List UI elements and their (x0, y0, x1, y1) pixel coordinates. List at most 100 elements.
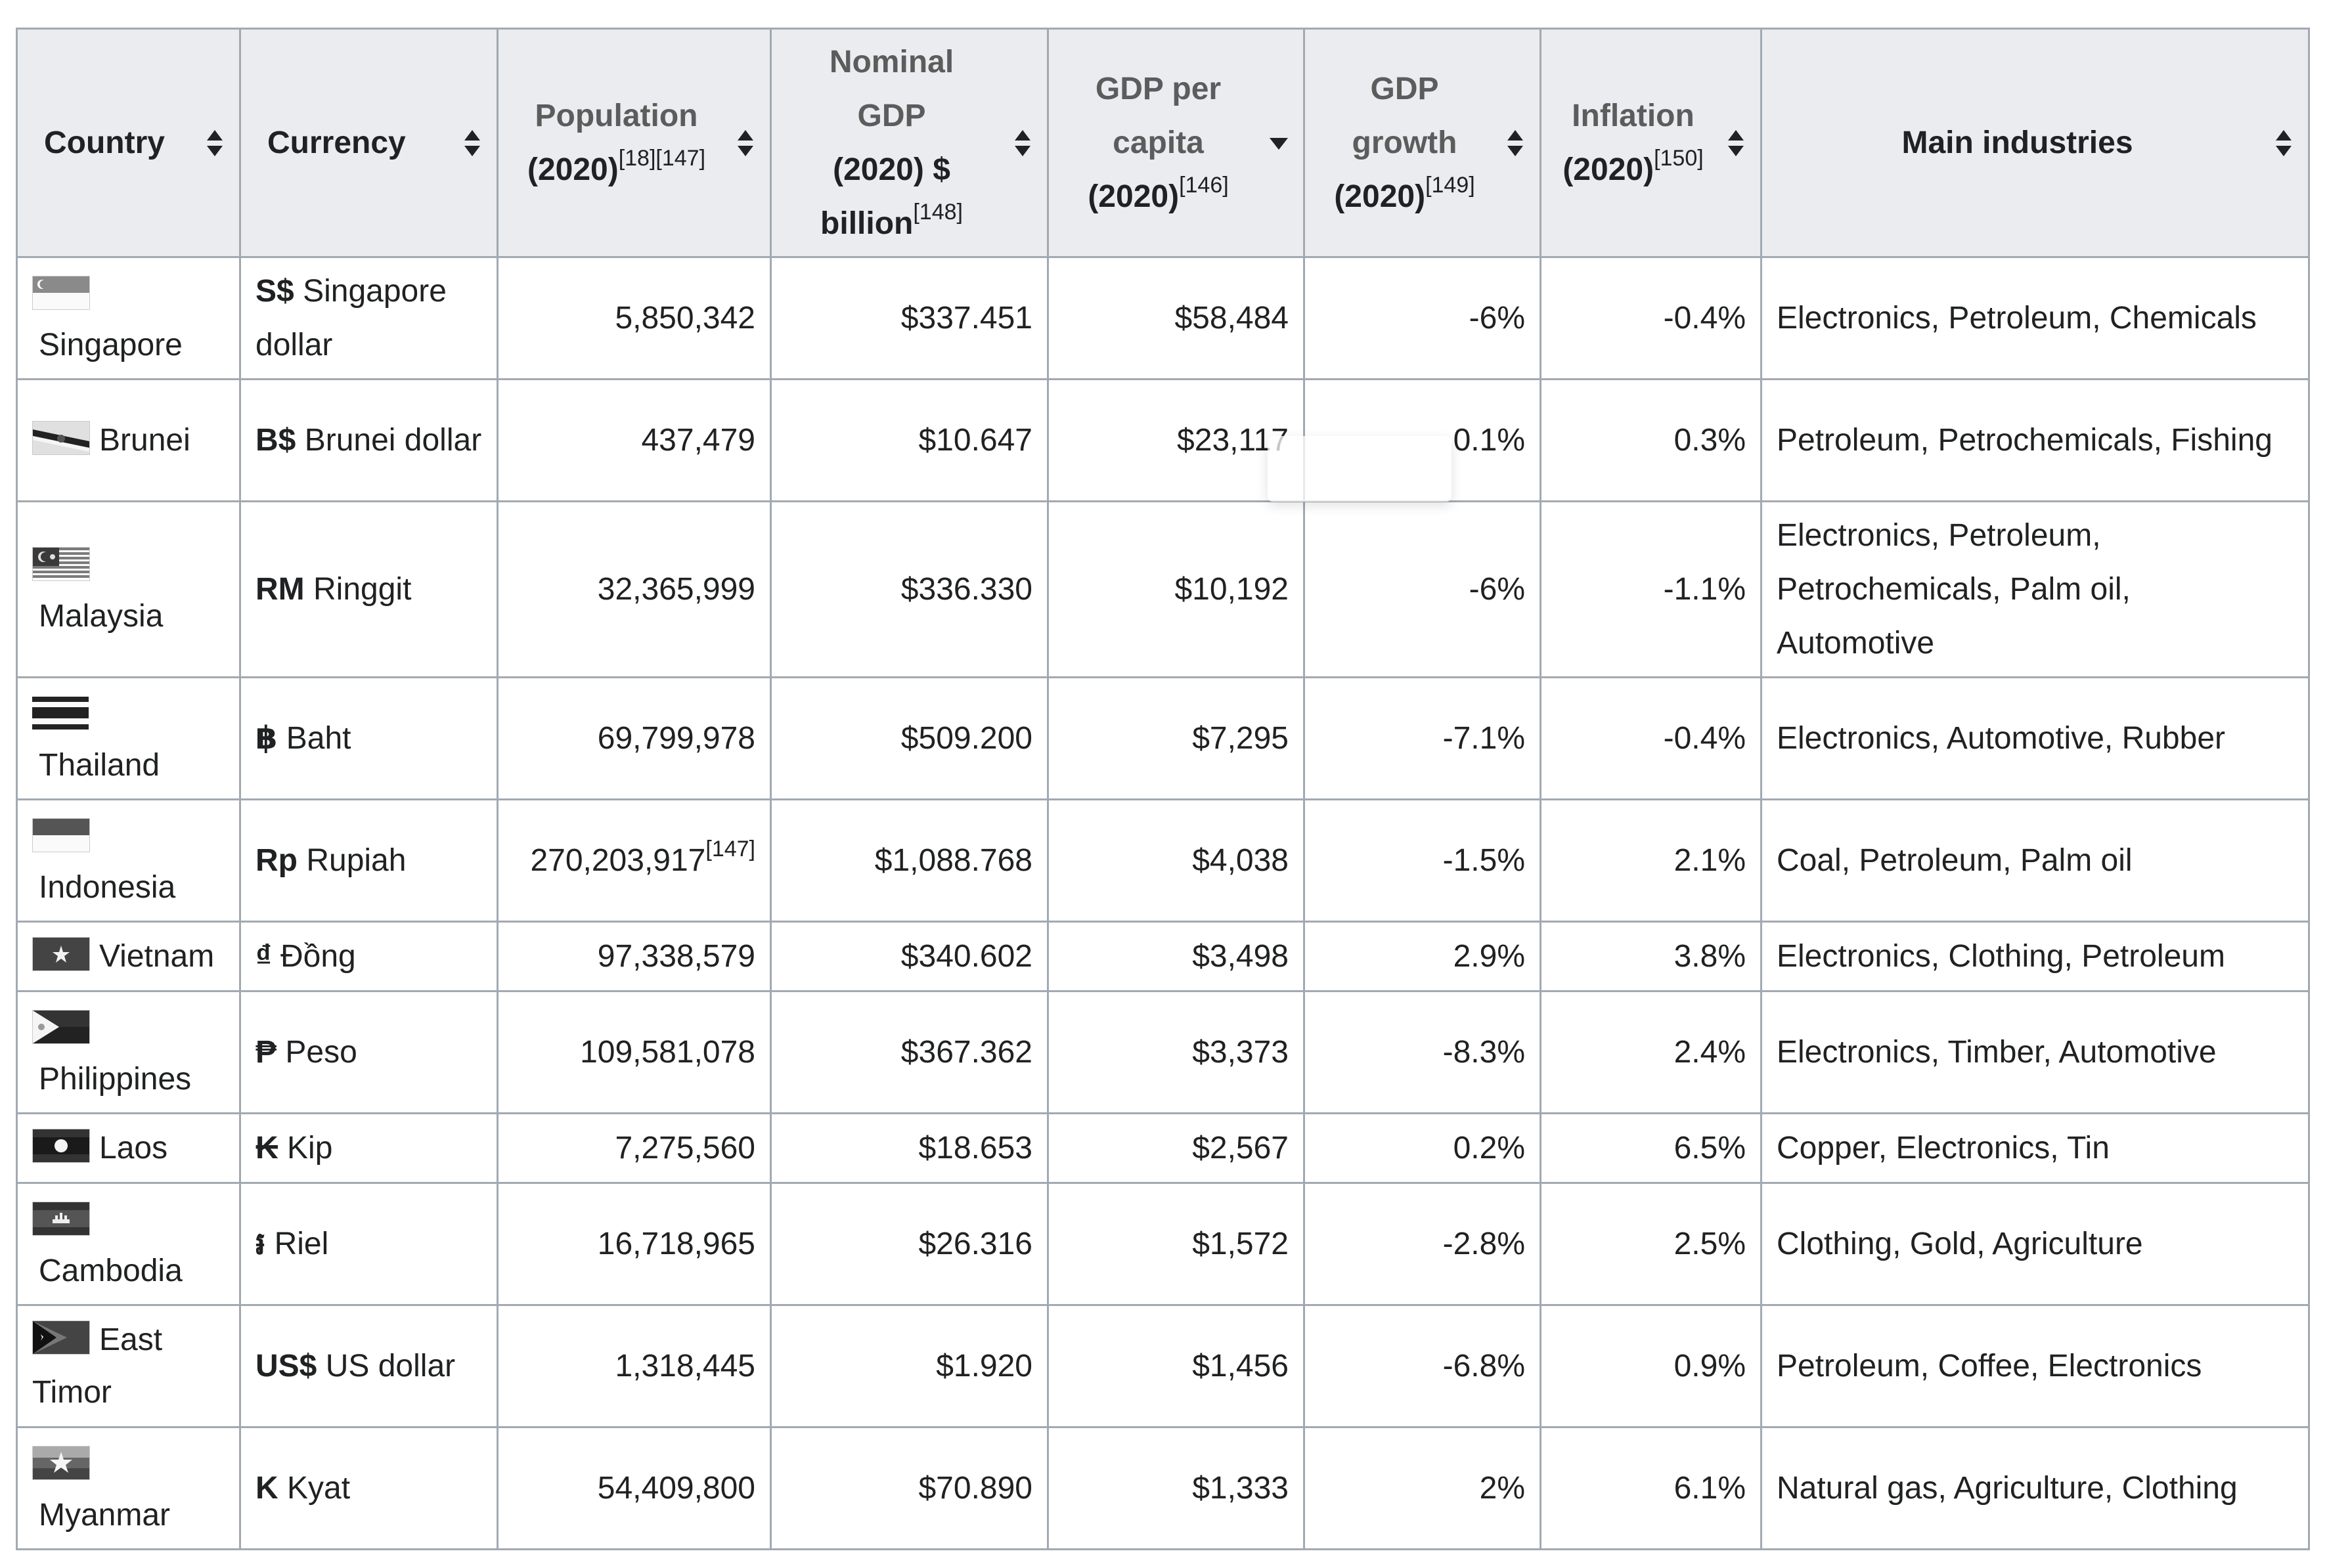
country-cell: Indonesia (16, 798, 241, 923)
country-cell: Laos (16, 1112, 241, 1184)
sort-both-icon[interactable] (462, 129, 482, 158)
inflation-cell: 2.5% (1540, 1182, 1762, 1306)
nominal-gdp-cell: $10.647 (770, 378, 1049, 502)
header-population[interactable]: Population (2020)[18][147] (497, 28, 772, 258)
country-link[interactable]: Singapore (39, 327, 183, 362)
country-link[interactable]: Thailand (39, 747, 160, 783)
population-value: 270,203,917 (530, 842, 706, 878)
country-cell: Cambodia (16, 1182, 241, 1306)
header-gdp-per-capita[interactable]: GDP per capita (2020)[146] (1047, 28, 1305, 258)
header-main-industries[interactable]: Main industries (1760, 28, 2310, 258)
header-country[interactable]: Country (16, 28, 241, 258)
gdp-per-capita-cell: $4,038 (1047, 798, 1305, 923)
header-nominal-gdp[interactable]: Nominal GDP (2020) $ billion[148] (770, 28, 1049, 258)
gdp-growth-cell: 0.2% (1303, 1112, 1541, 1184)
reference-link[interactable]: [149] (1425, 172, 1475, 198)
main-industries-cell: Clothing, Gold, Agriculture (1760, 1182, 2310, 1306)
nominal-gdp-cell: $367.362 (770, 990, 1049, 1114)
laos-flag-icon (32, 1128, 90, 1163)
currency-link[interactable]: Kip (287, 1130, 333, 1165)
currency-link[interactable]: Singapore dollar (255, 273, 447, 362)
reference-link[interactable]: [147] (705, 836, 755, 861)
gdp-per-capita-cell: $58,484 (1047, 256, 1305, 380)
header-currency[interactable]: Currency (239, 28, 499, 258)
country-link[interactable]: Laos (99, 1130, 168, 1165)
table-row: Indonesia Rp Rupiah 270,203,917[147] $1,… (16, 798, 2310, 923)
sort-both-icon[interactable] (736, 129, 755, 158)
east-timor-flag-icon (32, 1320, 90, 1355)
currency-link[interactable]: Brunei dollar (304, 422, 482, 458)
inflation-cell: -0.4% (1540, 256, 1762, 380)
currency-symbol: US$ (255, 1348, 317, 1383)
inflation-cell: 3.8% (1540, 921, 1762, 992)
inflation-cell: -1.1% (1540, 500, 1762, 678)
country-link[interactable]: Cambodia (39, 1253, 183, 1288)
currency-symbol: B$ (255, 422, 296, 458)
reference-link[interactable]: [148] (913, 199, 963, 225)
currency-symbol: K (255, 1470, 278, 1506)
inflation-cell: 0.3% (1540, 378, 1762, 502)
gdp-per-capita-cell: $1,572 (1047, 1182, 1305, 1306)
nominal-gdp-cell: $340.602 (770, 921, 1049, 992)
sort-both-icon[interactable] (205, 129, 225, 158)
country-link[interactable]: Myanmar (39, 1497, 171, 1533)
nominal-gdp-cell: $509.200 (770, 676, 1049, 800)
currency-symbol: ៛ (255, 1226, 266, 1261)
population-cell: 7,275,560 (497, 1112, 772, 1184)
currency-cell: ₱ Peso (239, 990, 499, 1114)
vietnam-flag-icon (32, 936, 90, 971)
country-cell: East Timor (16, 1304, 241, 1428)
currency-link[interactable]: Kyat (287, 1470, 351, 1506)
brunei-flag-icon (32, 420, 90, 455)
country-cell: Brunei (16, 378, 241, 502)
gdp-per-capita-cell: $1,333 (1047, 1426, 1305, 1550)
inflation-cell: 2.1% (1540, 798, 1762, 923)
gdp-growth-cell: -7.1% (1303, 676, 1541, 800)
currency-cell: B$ Brunei dollar (239, 378, 499, 502)
header-gdp-growth[interactable]: GDP growth (2020)[149] (1303, 28, 1541, 258)
sort-both-icon[interactable] (1726, 129, 1746, 158)
table-row: Brunei B$ Brunei dollar 437,479 $10.647 … (16, 378, 2310, 502)
inflation-cell: 0.9% (1540, 1304, 1762, 1428)
country-link[interactable]: Philippines (39, 1061, 192, 1097)
population-cell: 5,850,342 (497, 256, 772, 380)
gdp-per-capita-cell: $7,295 (1047, 676, 1305, 800)
country-link[interactable]: Malaysia (39, 598, 164, 634)
currency-link[interactable]: Riel (274, 1226, 329, 1261)
gdp-growth-cell: -6% (1303, 500, 1541, 678)
country-link[interactable]: Brunei (99, 422, 190, 458)
currency-link[interactable]: Đồng (280, 938, 356, 974)
currency-cell: K Kyat (239, 1426, 499, 1550)
nominal-gdp-cell: $1.920 (770, 1304, 1049, 1428)
country-link[interactable]: Vietnam (99, 938, 215, 974)
reference-link[interactable]: [146] (1179, 172, 1229, 198)
nominal-gdp-cell: $18.653 (770, 1112, 1049, 1184)
currency-cell: RM Ringgit (239, 500, 499, 678)
currency-link[interactable]: Rupiah (306, 842, 407, 878)
country-link[interactable]: Indonesia (39, 869, 176, 905)
sort-both-icon[interactable] (1505, 129, 1525, 158)
cambodia-flag-icon (32, 1201, 90, 1236)
sort-descending-icon[interactable] (1269, 129, 1289, 158)
table-row: Vietnam ₫ Đồng 97,338,579 $340.602 $3,49… (16, 921, 2310, 992)
currency-symbol: ฿ (255, 720, 278, 756)
table-row: Malaysia RM Ringgit 32,365,999 $336.330 … (16, 500, 2310, 678)
reference-link[interactable]: [150] (1654, 145, 1704, 171)
currency-link[interactable]: Baht (286, 720, 351, 756)
country-link[interactable]: East Timor (32, 1322, 163, 1410)
table-row: Singapore S$ Singapore dollar 5,850,342 … (16, 256, 2310, 380)
country-cell: Malaysia (16, 500, 241, 678)
currency-link[interactable]: Ringgit (313, 571, 412, 607)
nominal-gdp-cell: $1,088.768 (770, 798, 1049, 923)
sort-both-icon[interactable] (2274, 129, 2294, 158)
sort-both-icon[interactable] (1013, 129, 1032, 158)
currency-cell: S$ Singapore dollar (239, 256, 499, 380)
tooltip-ghost (1268, 436, 1452, 502)
header-inflation[interactable]: Inflation (2020)[150] (1540, 28, 1762, 258)
main-industries-cell: Electronics, Timber, Automotive (1760, 990, 2310, 1114)
currency-link[interactable]: Peso (285, 1034, 357, 1070)
currency-link[interactable]: US dollar (325, 1348, 456, 1383)
gdp-per-capita-cell: $3,498 (1047, 921, 1305, 992)
thailand-flag-icon (32, 696, 89, 730)
reference-link[interactable]: [18][147] (618, 145, 706, 171)
